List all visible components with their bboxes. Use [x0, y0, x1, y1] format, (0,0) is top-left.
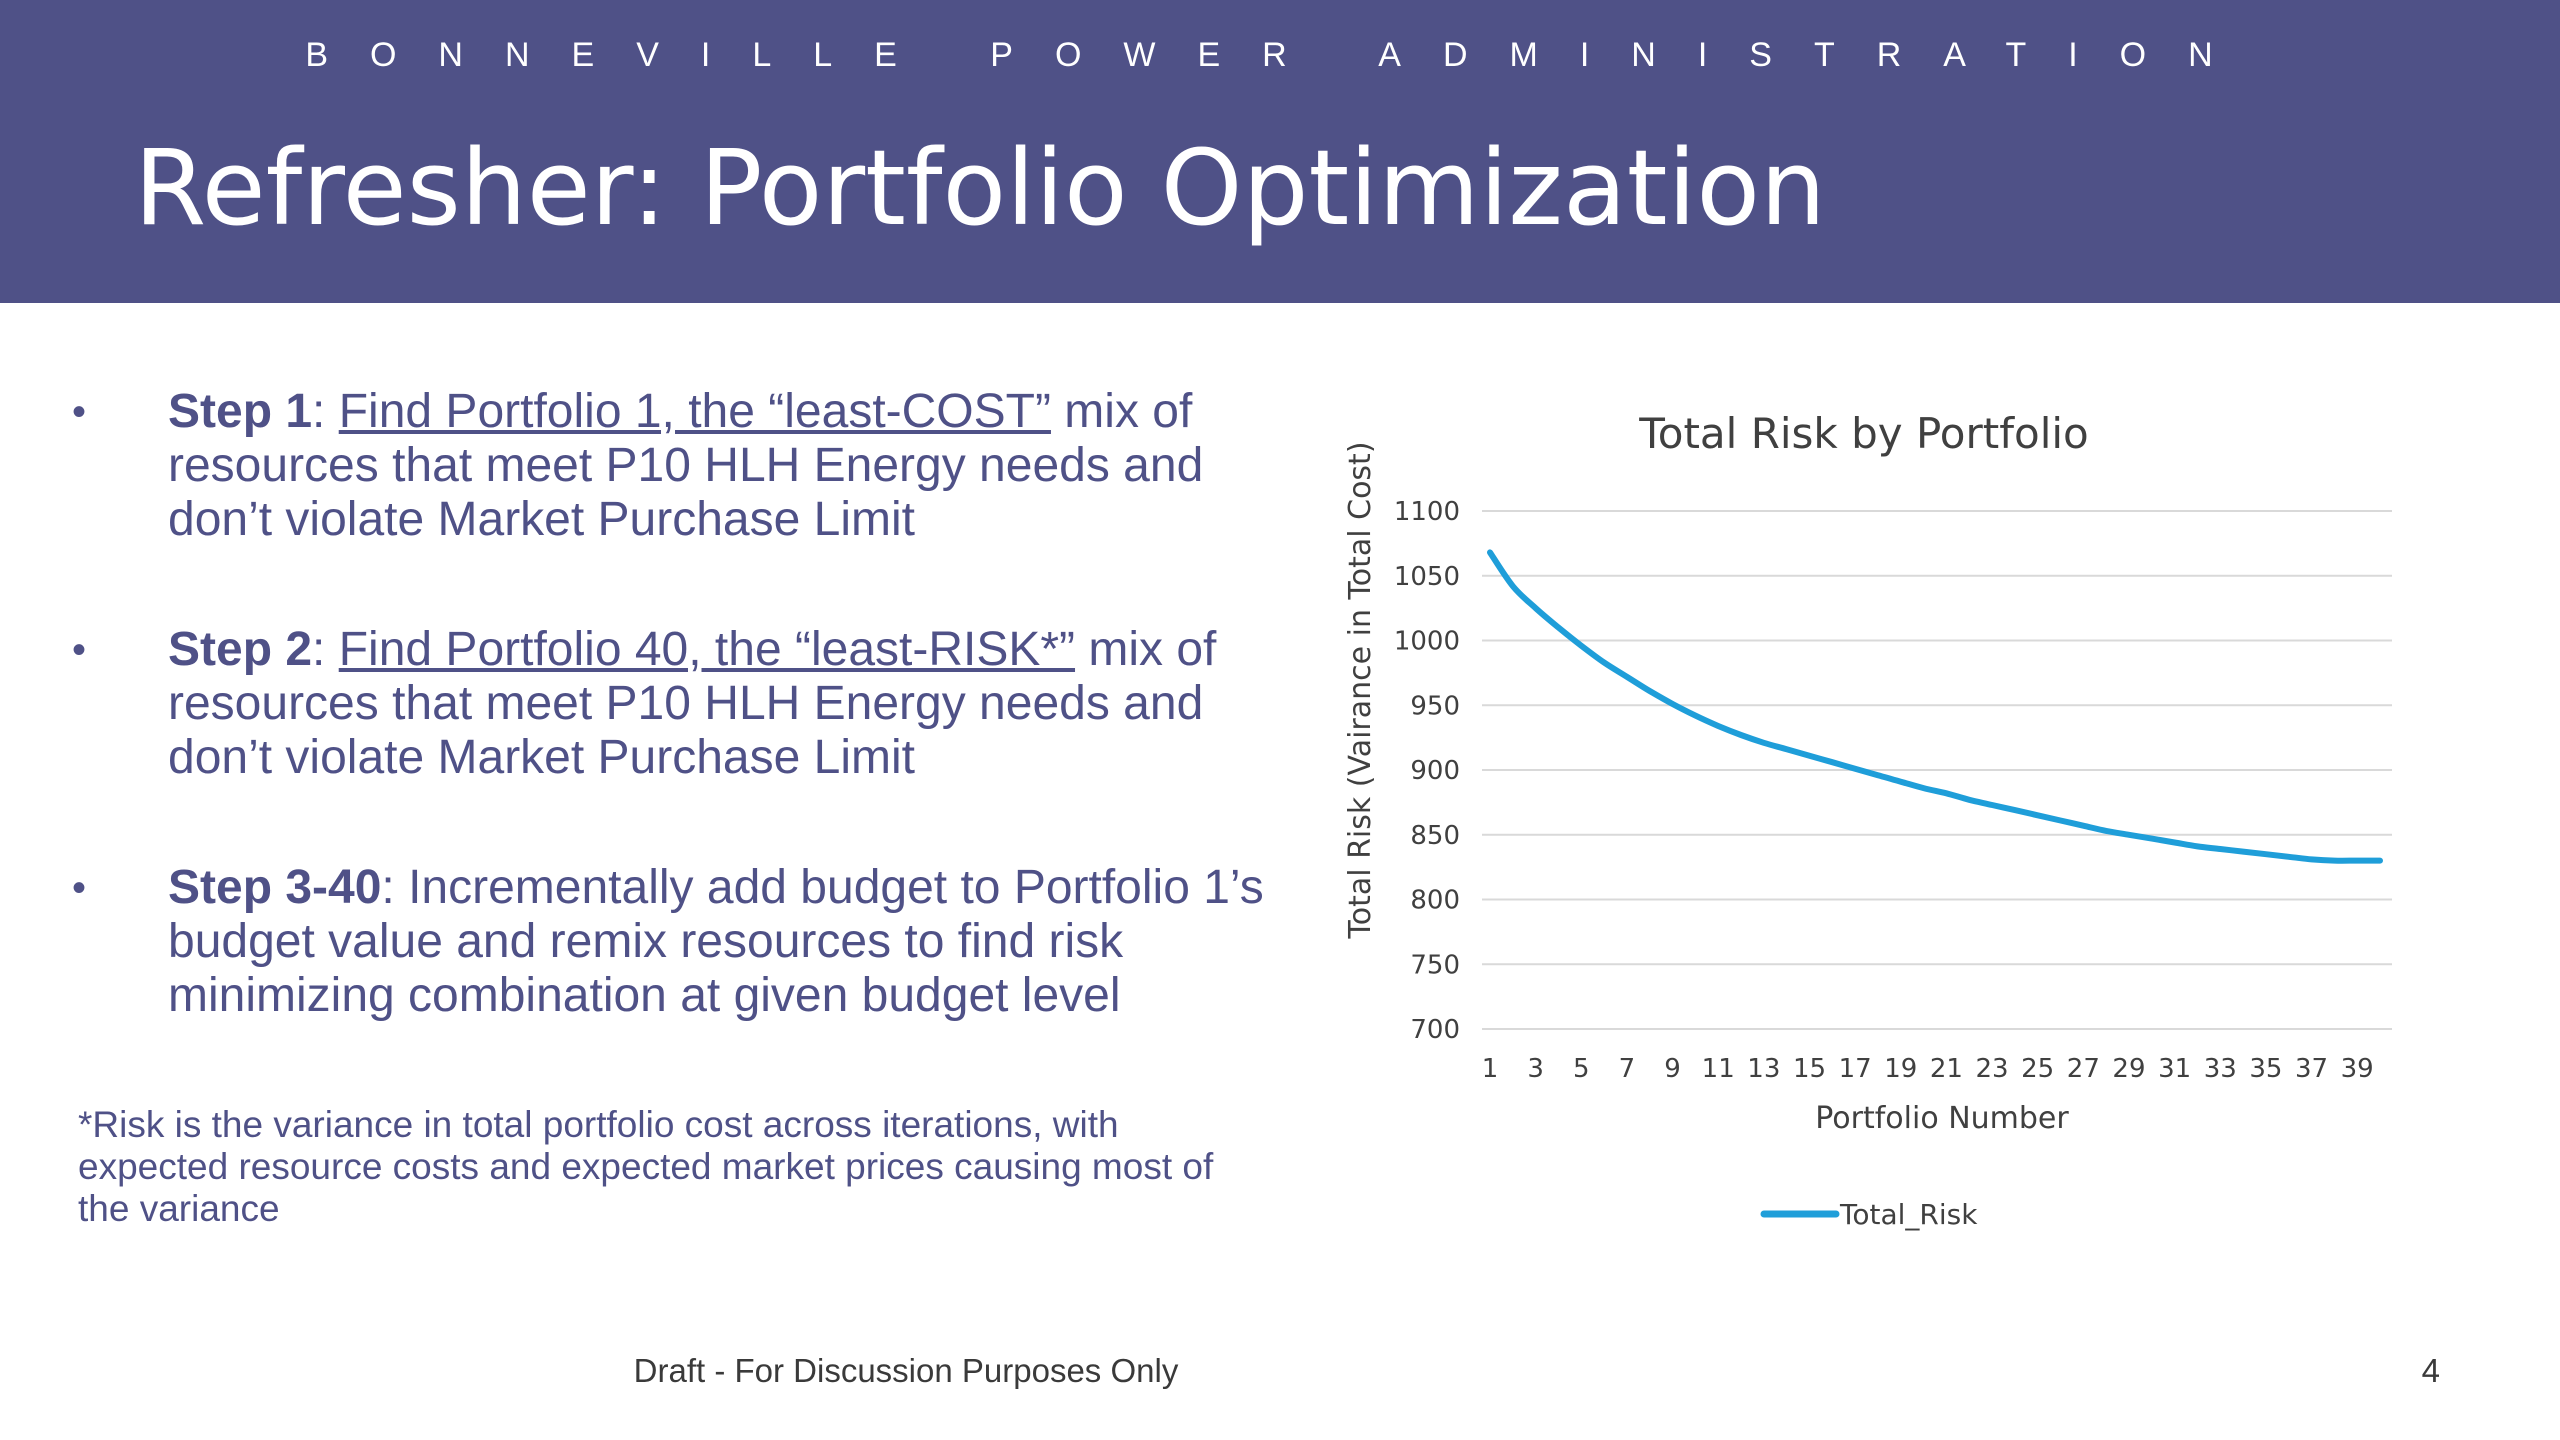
- x-tick-label: 37: [2295, 1054, 2328, 1084]
- step-separator: :: [312, 385, 339, 438]
- bullet-icon: •: [72, 866, 87, 910]
- chart-title: Total Risk by Portfolio: [1638, 409, 2089, 458]
- organization-name: BONNEVILLE POWER ADMINISTRATION: [305, 36, 2255, 74]
- x-tick-label: 31: [2158, 1054, 2191, 1084]
- draft-notice: Draft - For Discussion Purposes Only: [633, 1352, 1179, 1389]
- step-label: Step 3-40: [168, 861, 382, 914]
- x-tick-label: 5: [1573, 1054, 1590, 1084]
- x-tick-label: 23: [1976, 1054, 2009, 1084]
- bullet-icon: •: [72, 390, 87, 434]
- chart-canvas: Total Risk by Portfolio 700 750 800 850 900 9…: [1343, 409, 2392, 1231]
- x-tick-label: 11: [1702, 1054, 1735, 1084]
- step-label: Step 2: [168, 623, 313, 676]
- y-tick-label: 800: [1410, 886, 1460, 916]
- step-emphasis: Find Portfolio 40, the “least-RISK*”: [338, 623, 1076, 676]
- x-tick-label: 33: [2204, 1054, 2237, 1084]
- risk-chart: Total Risk by Portfolio 700 750 800 850 900 9…: [1330, 390, 2430, 1270]
- header-banner: BONNEVILLE POWER ADMINISTRATION Refreshe…: [0, 0, 2560, 303]
- y-tick-label: 950: [1410, 691, 1460, 721]
- x-tick-label: 3: [1527, 1054, 1544, 1084]
- y-tick-label: 750: [1410, 950, 1460, 980]
- x-tick-label: 29: [2112, 1054, 2145, 1084]
- step-text: mix of resources that meet P10 HLH Energ…: [168, 385, 1204, 546]
- x-tick-label: 7: [1619, 1054, 1636, 1084]
- series-layer: [1487, 549, 2383, 864]
- y-tick-label: 700: [1410, 1015, 1460, 1045]
- risk-footnote: *Risk is the variance in total portfolio…: [78, 1104, 1214, 1229]
- chart-legend: Total_Risk: [1760, 1198, 1978, 1231]
- step-text: Incrementally add budget to Portfolio 1’…: [168, 861, 1264, 1022]
- y-tick-label: 1050: [1394, 562, 1460, 592]
- x-tick-label: 17: [1839, 1054, 1872, 1084]
- x-tick-labels: 1 3 5 7 9 11 13 15 17 19 21 23 25 27 29 31 33 35 37 39: [1482, 1054, 2374, 1084]
- step-text: mix of resources that meet P10 HLH Energ…: [168, 623, 1217, 784]
- gridlines: [1482, 510, 2392, 1030]
- x-tick-label: 39: [2341, 1054, 2374, 1084]
- y-tick-label: 850: [1410, 821, 1460, 851]
- x-tick-label: 35: [2249, 1054, 2282, 1084]
- y-tick-label: 900: [1410, 756, 1460, 786]
- slide-title: Refresher: Portfolio Optimization: [134, 127, 1826, 249]
- bullet-step-1: • Step 1: Find Portfolio 1, the “least-C…: [72, 385, 1282, 547]
- x-tick-label: 25: [2021, 1054, 2054, 1084]
- y-tick-label: 1000: [1394, 627, 1460, 657]
- legend-label: Total_Risk: [1839, 1198, 1978, 1231]
- x-tick-label: 9: [1664, 1054, 1681, 1084]
- x-tick-label: 13: [1747, 1054, 1780, 1084]
- x-axis-label: Portfolio Number: [1815, 1101, 2069, 1136]
- bullet-step-2: • Step 2: Find Portfolio 40, the “least-…: [72, 623, 1282, 785]
- y-tick-labels: 700 750 800 850 900 950 1000 1050 1100: [1394, 497, 1460, 1045]
- step-emphasis: Find Portfolio 1, the “least-COST”: [338, 385, 1051, 438]
- x-tick-label: 1: [1482, 1054, 1499, 1084]
- series-line-total-risk: [1487, 549, 2383, 864]
- bullet-list: • Step 1: Find Portfolio 1, the “least-C…: [72, 385, 1282, 1099]
- page-number: 4: [2421, 1352, 2440, 1389]
- x-tick-label: 19: [1884, 1054, 1917, 1084]
- bullet-step-3-40: • Step 3-40: Incrementally add budget to…: [72, 861, 1282, 1023]
- step-separator: :: [381, 861, 409, 914]
- step-label: Step 1: [168, 385, 313, 438]
- y-axis-label: Total Risk (Vairance in Total Cost): [1343, 441, 1378, 939]
- y-tick-label: 1100: [1394, 497, 1460, 527]
- x-tick-label: 21: [1930, 1054, 1963, 1084]
- bullet-icon: •: [72, 628, 87, 672]
- x-tick-label: 15: [1793, 1054, 1826, 1084]
- step-separator: :: [312, 623, 339, 676]
- x-tick-label: 27: [2067, 1054, 2100, 1084]
